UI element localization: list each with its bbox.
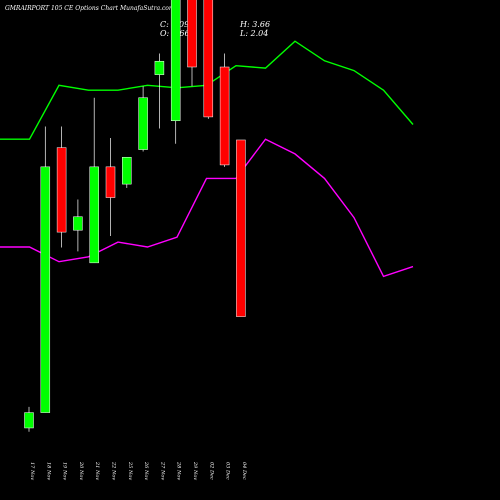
low-readout: L: 2.04 <box>239 29 268 38</box>
candle-body-up <box>154 60 165 75</box>
candle-body-down <box>56 147 67 233</box>
candle-body-up <box>138 97 148 150</box>
candle-body-down <box>219 66 230 166</box>
x-tick-label: 18 Nov <box>45 462 51 480</box>
x-axis-ticks: 17 Nov 18 Nov 19 Nov 20 Nov 21 Nov 22 Nov 25 N… <box>29 461 247 480</box>
candle-body-down <box>105 166 116 198</box>
x-tick-label: 17 Nov <box>29 462 35 480</box>
candlesticks <box>24 0 246 432</box>
x-tick-label: 28 Nov <box>176 461 182 480</box>
candle-body-up <box>89 166 99 264</box>
x-tick-label: 26 Nov <box>143 461 149 480</box>
candle-body-up <box>73 216 83 231</box>
x-tick-label: 19 Nov <box>62 462 68 480</box>
candle-body-down <box>236 139 246 317</box>
x-tick-label: 29 Nov <box>192 461 198 480</box>
high-readout: H: 3.66 <box>239 20 270 29</box>
x-tick-label: 04 Dec <box>241 462 247 480</box>
candle-body-up <box>40 166 51 413</box>
x-tick-label: 20 Nov <box>78 461 84 480</box>
x-tick-label: 03 Dec <box>225 462 231 480</box>
chart-title: GMRAIRPORT 105 CE Options Chart MunafaSu… <box>5 5 175 12</box>
candle-body-down <box>203 0 214 118</box>
x-tick-label: 22 Nov <box>111 461 117 480</box>
lower-band-line <box>0 138 414 278</box>
candle-body-down <box>187 0 197 68</box>
x-tick-label: 25 Nov <box>127 461 133 480</box>
candle-body-up <box>24 412 34 429</box>
x-tick-label: 02 Dec <box>208 462 214 480</box>
x-tick-label: 27 Nov <box>159 461 165 480</box>
candle-body-up <box>122 156 132 185</box>
x-tick-label: 21 Nov <box>94 461 100 480</box>
candle-body-up <box>170 0 181 122</box>
